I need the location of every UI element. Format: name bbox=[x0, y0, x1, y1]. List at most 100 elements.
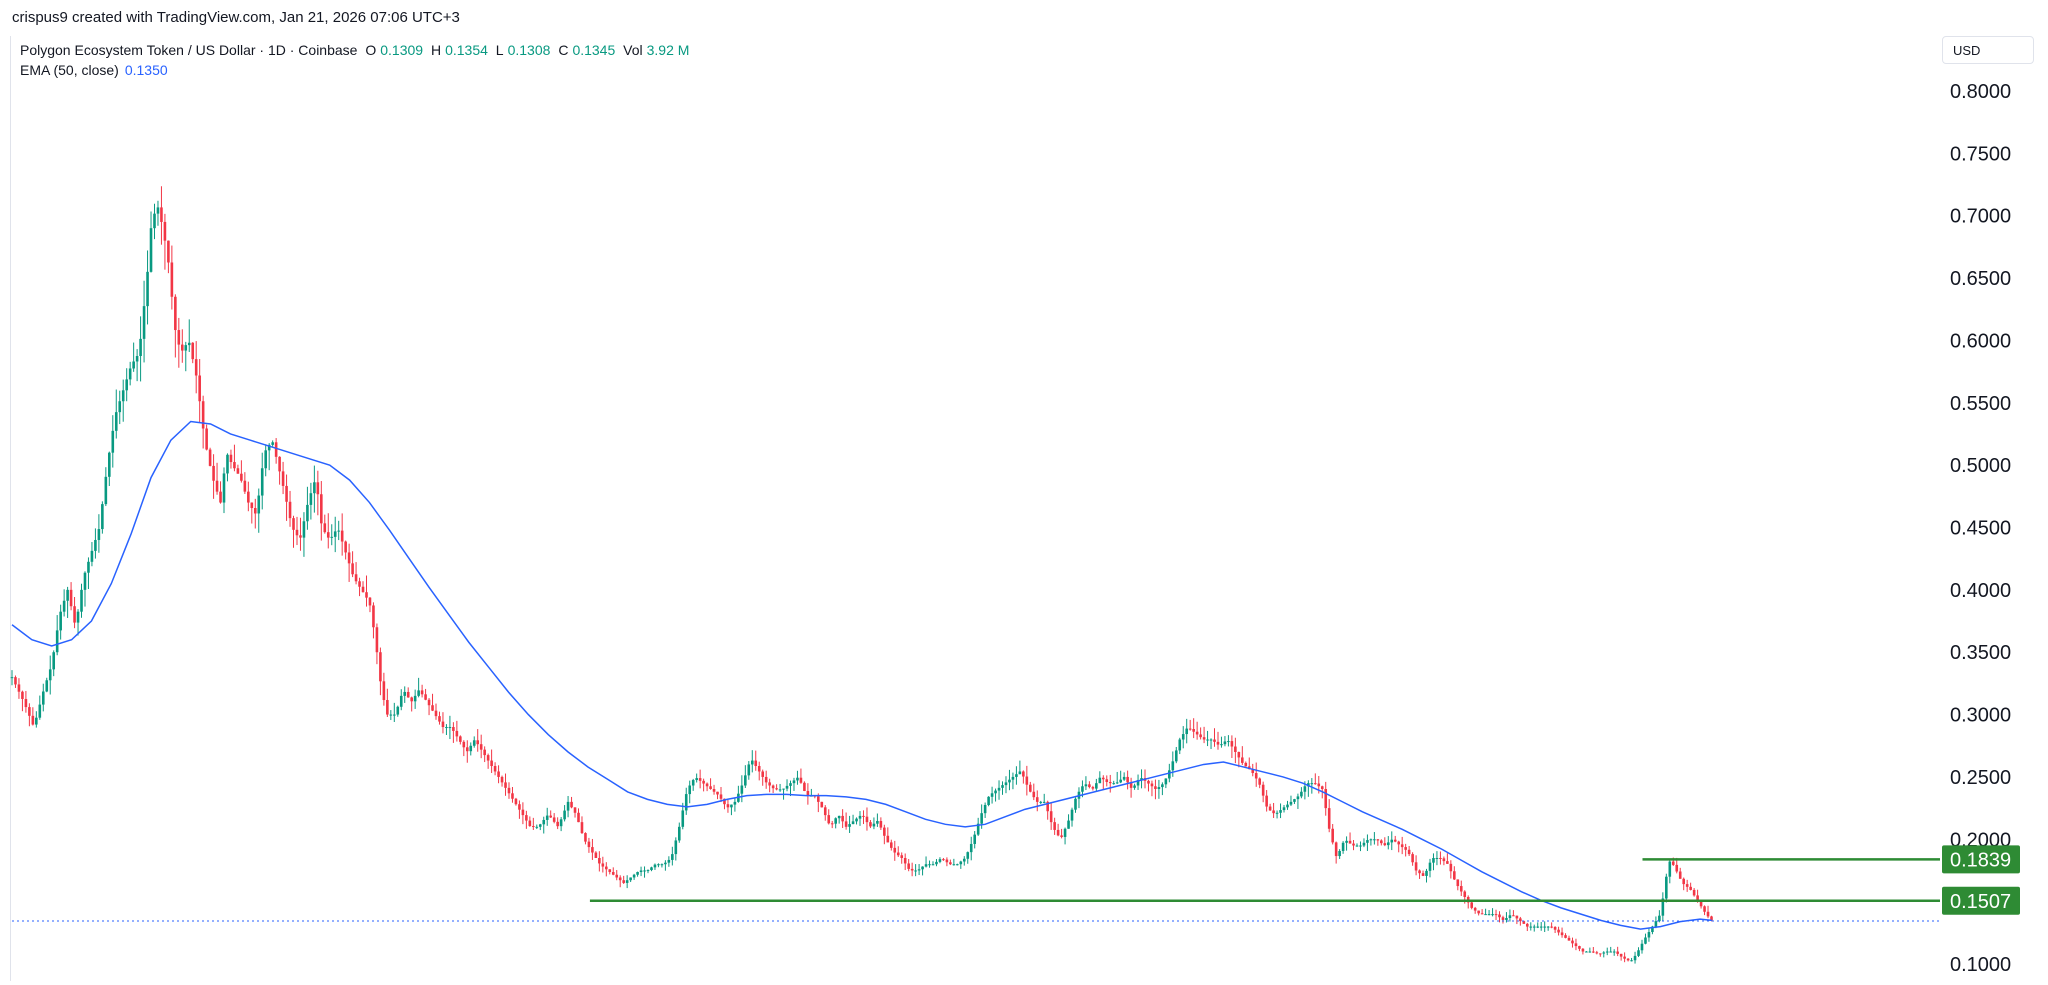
candle-body bbox=[1644, 937, 1647, 944]
candle-body bbox=[1303, 786, 1307, 792]
candle-body bbox=[924, 864, 928, 867]
candle-body bbox=[511, 793, 514, 799]
candle-body bbox=[1046, 801, 1049, 812]
candle-body bbox=[295, 529, 299, 536]
candle-body bbox=[1397, 841, 1401, 845]
candle-body bbox=[1174, 750, 1178, 762]
candle-body bbox=[229, 454, 233, 463]
candle-body bbox=[108, 452, 111, 477]
candle-body bbox=[702, 780, 705, 784]
candle-body bbox=[987, 796, 990, 805]
candle-body bbox=[1592, 951, 1595, 953]
price-tick-label: 0.5000 bbox=[1950, 455, 2011, 477]
price-axis[interactable]: 0.8000 0.7500 0.7000 0.6500 0.6000 0.5500 0.50… bbox=[1950, 81, 2011, 976]
candle-body bbox=[566, 801, 570, 811]
candle-body bbox=[1487, 914, 1491, 916]
candle-body bbox=[361, 586, 365, 593]
candle-body bbox=[1105, 779, 1109, 782]
candle-body bbox=[1463, 891, 1467, 897]
candle-body bbox=[1512, 915, 1515, 917]
horizontal-levels[interactable]: 0.1839 0.1507 bbox=[589, 845, 2020, 915]
candle-body bbox=[448, 727, 452, 729]
candle-body bbox=[1498, 914, 1501, 918]
candle-body bbox=[236, 468, 240, 474]
candle-body bbox=[253, 508, 257, 514]
candle-body bbox=[1053, 822, 1056, 830]
candle-body bbox=[1220, 744, 1223, 746]
candle-body bbox=[1640, 943, 1644, 951]
candle-body bbox=[1296, 796, 1300, 800]
candle-body bbox=[1435, 857, 1439, 859]
candle-body bbox=[410, 697, 413, 702]
candle-body bbox=[299, 535, 302, 538]
candle-body bbox=[872, 823, 876, 827]
candle-body bbox=[1414, 862, 1418, 871]
candle-body bbox=[660, 864, 664, 866]
candle-body bbox=[1595, 952, 1599, 954]
candle-body bbox=[167, 240, 170, 263]
candle-body bbox=[1241, 757, 1244, 763]
candle-body bbox=[344, 541, 347, 553]
candle-body bbox=[1685, 884, 1689, 887]
candle-body bbox=[1459, 886, 1463, 892]
candle-body bbox=[1678, 871, 1682, 879]
attribution-bar: crispus9 created with TradingView.com, J… bbox=[0, 0, 2048, 36]
candle-body bbox=[671, 854, 674, 860]
candle-body bbox=[1286, 804, 1289, 808]
candle-body bbox=[1560, 932, 1564, 936]
candle-body bbox=[1063, 828, 1067, 837]
candle-body bbox=[827, 815, 831, 824]
candle-body bbox=[1682, 878, 1685, 885]
candle-body bbox=[142, 306, 146, 339]
candle-body bbox=[1049, 811, 1053, 823]
candle-body bbox=[684, 794, 688, 811]
candle-body bbox=[205, 428, 208, 450]
candle-body bbox=[799, 777, 803, 783]
candle-body bbox=[94, 539, 97, 551]
candle-body bbox=[973, 834, 977, 844]
chart-pane[interactable] bbox=[10, 36, 2037, 981]
candle-body bbox=[1178, 739, 1182, 751]
candle-body bbox=[667, 859, 671, 863]
candle-body bbox=[910, 868, 914, 871]
candle-body bbox=[243, 480, 247, 492]
candle-body bbox=[1095, 783, 1098, 789]
candle-body bbox=[278, 456, 281, 472]
candle-body bbox=[326, 532, 330, 538]
candle-body bbox=[500, 776, 504, 783]
candle-body bbox=[545, 815, 549, 820]
symbol-description[interactable]: Polygon Ecosystem Token / US Dollar · 1D… bbox=[20, 42, 358, 58]
candle-body bbox=[806, 790, 810, 796]
candle-body bbox=[1282, 807, 1286, 811]
ema-legend-label[interactable]: EMA (50, close) bbox=[20, 62, 119, 78]
candle-body bbox=[1091, 787, 1095, 789]
candle-body bbox=[111, 430, 115, 453]
candle-body bbox=[1491, 914, 1494, 916]
candle-body bbox=[1362, 842, 1366, 846]
candle-body bbox=[542, 819, 546, 825]
currency-button[interactable]: USD bbox=[1942, 36, 2034, 64]
candle-body bbox=[340, 530, 344, 542]
candle-body bbox=[1320, 786, 1324, 790]
candle-body bbox=[174, 296, 177, 331]
candle-body bbox=[983, 804, 987, 814]
candle-body bbox=[1543, 926, 1546, 928]
candle-body bbox=[1216, 741, 1220, 745]
candle-body bbox=[208, 449, 212, 466]
candle-body bbox=[886, 835, 890, 843]
price-tick-label: 0.8000 bbox=[1950, 81, 2011, 103]
candle-body bbox=[438, 716, 441, 722]
candle-body bbox=[1668, 861, 1672, 877]
candle-body bbox=[1213, 739, 1216, 742]
candle-body bbox=[1254, 773, 1258, 779]
candle-body bbox=[1206, 739, 1209, 741]
candle-body bbox=[830, 823, 834, 825]
candle-body bbox=[650, 867, 653, 871]
candle-body bbox=[149, 228, 153, 272]
candle-body bbox=[1195, 731, 1199, 735]
candle-body bbox=[1532, 926, 1536, 928]
candle-body bbox=[271, 442, 274, 445]
candle-body bbox=[1008, 779, 1011, 783]
candle-body bbox=[121, 390, 125, 402]
